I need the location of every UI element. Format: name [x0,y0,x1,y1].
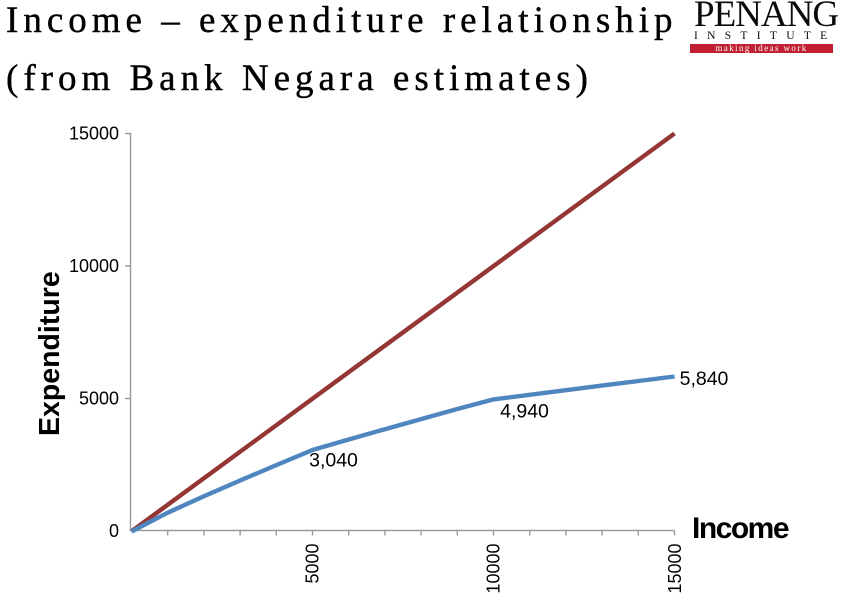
svg-text:15000: 15000 [665,544,685,594]
svg-text:5000: 5000 [79,389,119,409]
svg-text:5000: 5000 [303,544,323,584]
svg-text:10000: 10000 [484,544,504,594]
svg-text:10000: 10000 [69,256,119,276]
svg-text:3,040: 3,040 [309,449,358,471]
svg-text:5,840: 5,840 [680,368,729,390]
svg-text:0: 0 [109,521,119,541]
svg-text:15000: 15000 [69,124,119,144]
svg-text:4,940: 4,940 [500,401,549,423]
